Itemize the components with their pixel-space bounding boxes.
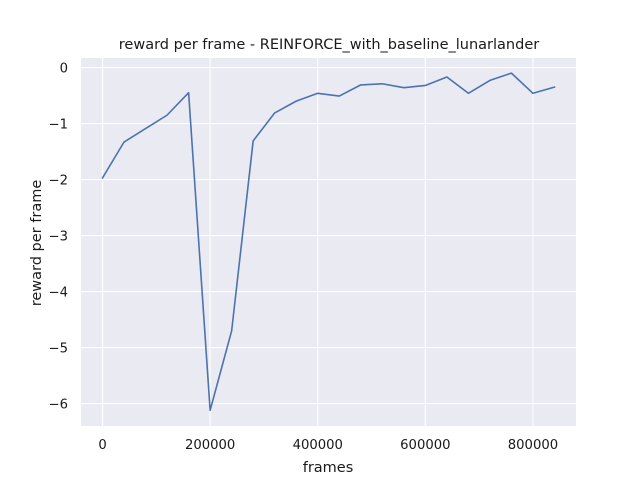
y-tick-label: 0 [60,62,68,77]
x-tick-label: 800000 [508,438,558,453]
series-layer [101,72,556,412]
series-line-0 [101,72,556,412]
chart-title: reward per frame - REINFORCE_with_baseli… [119,37,539,53]
y-tick-label: −2 [49,174,68,189]
x-tick-label: 400000 [293,438,343,453]
x-axis-label: frames [303,460,354,476]
x-tick-label: 200000 [185,438,235,453]
y-tick-label: −5 [49,342,68,357]
x-tick-label: 0 [98,438,106,453]
y-axis-ticks: 0 −1 −2 −3 −4 −5 −6 [49,62,68,413]
y-axis-label: reward per frame [29,180,45,307]
plot-area [81,58,576,426]
y-tick-label: −4 [49,286,68,301]
grid-lines [81,58,576,426]
x-axis-ticks: 0 200000 400000 600000 800000 [98,438,558,453]
y-tick-label: −1 [49,118,68,133]
x-tick-label: 600000 [400,438,450,453]
y-tick-label: −6 [49,398,68,413]
y-tick-label: −3 [49,230,68,245]
